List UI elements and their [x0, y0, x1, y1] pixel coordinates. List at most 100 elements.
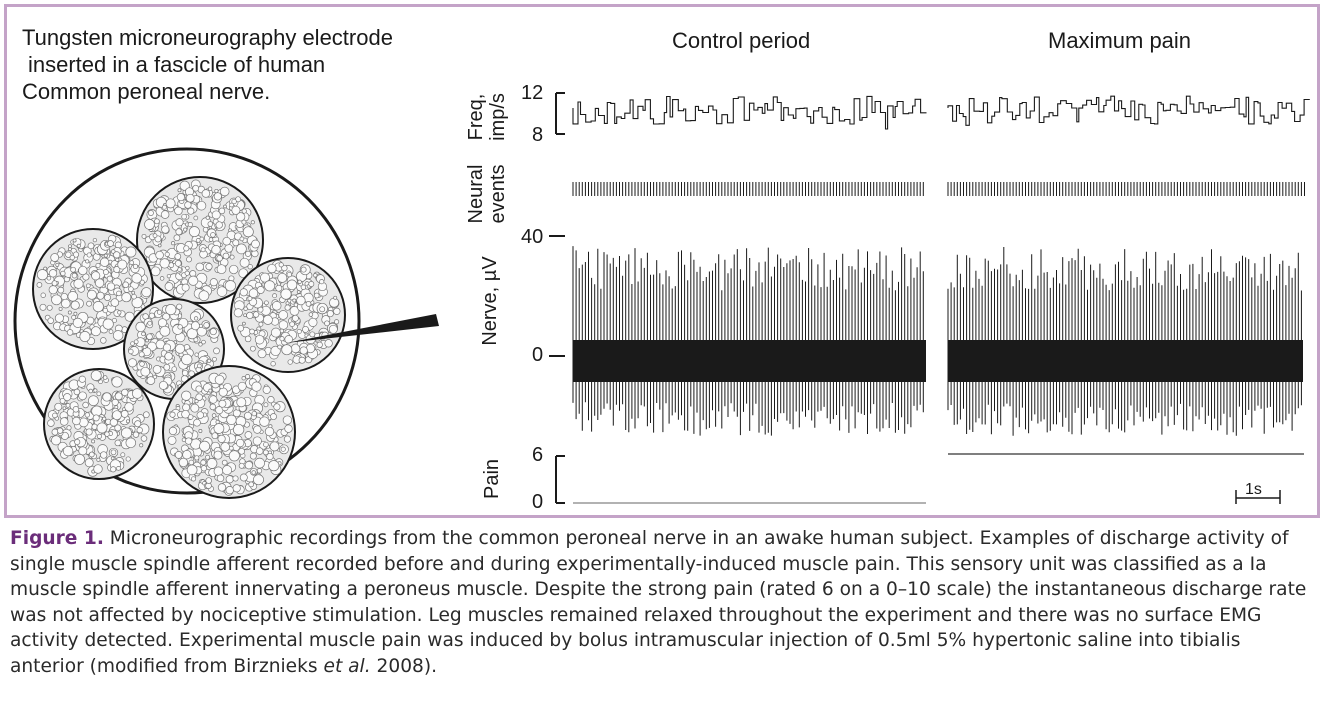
- fibre: [196, 363, 202, 369]
- fibre: [102, 375, 108, 380]
- fibre: [232, 423, 245, 436]
- fibre: [56, 427, 64, 434]
- fibre: [187, 207, 195, 215]
- fibre: [48, 269, 58, 278]
- fibre: [50, 253, 60, 262]
- fibre: [209, 328, 217, 336]
- fibre: [39, 303, 47, 311]
- fibre: [239, 257, 250, 268]
- fibre: [193, 215, 199, 221]
- axis-ticks: [549, 92, 565, 504]
- fibre: [218, 207, 226, 215]
- fibre: [61, 298, 71, 309]
- fibre: [91, 271, 101, 281]
- fibre: [62, 445, 74, 457]
- fibre: [289, 321, 295, 327]
- fibre: [278, 310, 289, 320]
- fibre: [131, 290, 136, 295]
- fibre: [286, 271, 292, 278]
- fibre: [183, 245, 190, 252]
- fibre: [316, 341, 323, 348]
- fibre: [205, 477, 212, 484]
- fibre: [267, 396, 275, 404]
- fibre: [69, 254, 75, 261]
- fibre: [255, 447, 264, 455]
- fibre: [200, 459, 207, 466]
- fibre: [163, 363, 171, 371]
- intro-line-2: inserted in a fascicle of human: [28, 52, 326, 77]
- fibre: [308, 281, 315, 287]
- fibre: [165, 198, 176, 209]
- fibre: [249, 328, 255, 335]
- fibre: [102, 307, 108, 314]
- fibre: [160, 210, 170, 219]
- fibre: [131, 388, 143, 399]
- fibre: [184, 437, 193, 445]
- fibre: [74, 453, 86, 465]
- fibre: [284, 304, 291, 311]
- fibre: [308, 317, 318, 327]
- fibre: [250, 345, 256, 352]
- fibre: [106, 275, 113, 282]
- fibre: [279, 336, 285, 342]
- fibre: [178, 457, 189, 468]
- fibre: [136, 426, 143, 434]
- fibre: [247, 264, 253, 270]
- fibre: [112, 330, 124, 341]
- fibre: [193, 418, 201, 427]
- fibre: [207, 186, 213, 191]
- fibre: [226, 414, 237, 425]
- fibre: [68, 244, 72, 249]
- fibre: [188, 459, 195, 466]
- fibre: [202, 226, 209, 233]
- fibre: [222, 252, 230, 260]
- fibre: [188, 275, 199, 286]
- fibre: [55, 262, 60, 267]
- fibre: [121, 388, 129, 397]
- fibre: [110, 449, 117, 456]
- fibre: [96, 291, 105, 300]
- fibre: [192, 184, 200, 192]
- fibre: [96, 457, 101, 462]
- fibre: [224, 280, 237, 292]
- fibre: [128, 286, 134, 292]
- fibre: [236, 243, 247, 255]
- fibre: [58, 306, 63, 311]
- fibre: [158, 380, 168, 390]
- fibre: [233, 308, 243, 318]
- fibre: [168, 262, 175, 268]
- fibre: [252, 311, 260, 318]
- fibre: [131, 272, 142, 284]
- fibre: [201, 339, 206, 345]
- fibre: [82, 401, 89, 409]
- fibre: [141, 233, 147, 239]
- fibre: [110, 298, 120, 307]
- fibre: [125, 419, 130, 424]
- fibre: [88, 388, 93, 394]
- fibre: [51, 294, 62, 306]
- intro-line-1: Tungsten microneurography electrode: [22, 25, 393, 50]
- fibre: [141, 331, 146, 337]
- fibre: [124, 402, 134, 412]
- fibre: [199, 440, 211, 452]
- fibre: [59, 417, 69, 426]
- fibre: [198, 429, 203, 433]
- fibre: [222, 465, 233, 476]
- fibre: [296, 295, 306, 306]
- fibre: [258, 321, 264, 327]
- fibre: [244, 335, 252, 343]
- fibre: [195, 385, 203, 393]
- fibre: [65, 251, 72, 258]
- fibre: [86, 300, 93, 307]
- fibre: [206, 458, 218, 469]
- electrode-needle: [286, 314, 439, 343]
- fibre: [247, 296, 253, 301]
- fibre: [195, 238, 201, 243]
- fibre: [184, 270, 190, 276]
- fibre: [282, 415, 293, 425]
- fibre: [54, 402, 63, 411]
- fibre: [213, 450, 223, 460]
- fibre: [174, 451, 183, 459]
- fibre: [117, 259, 128, 270]
- fibre: [205, 215, 210, 220]
